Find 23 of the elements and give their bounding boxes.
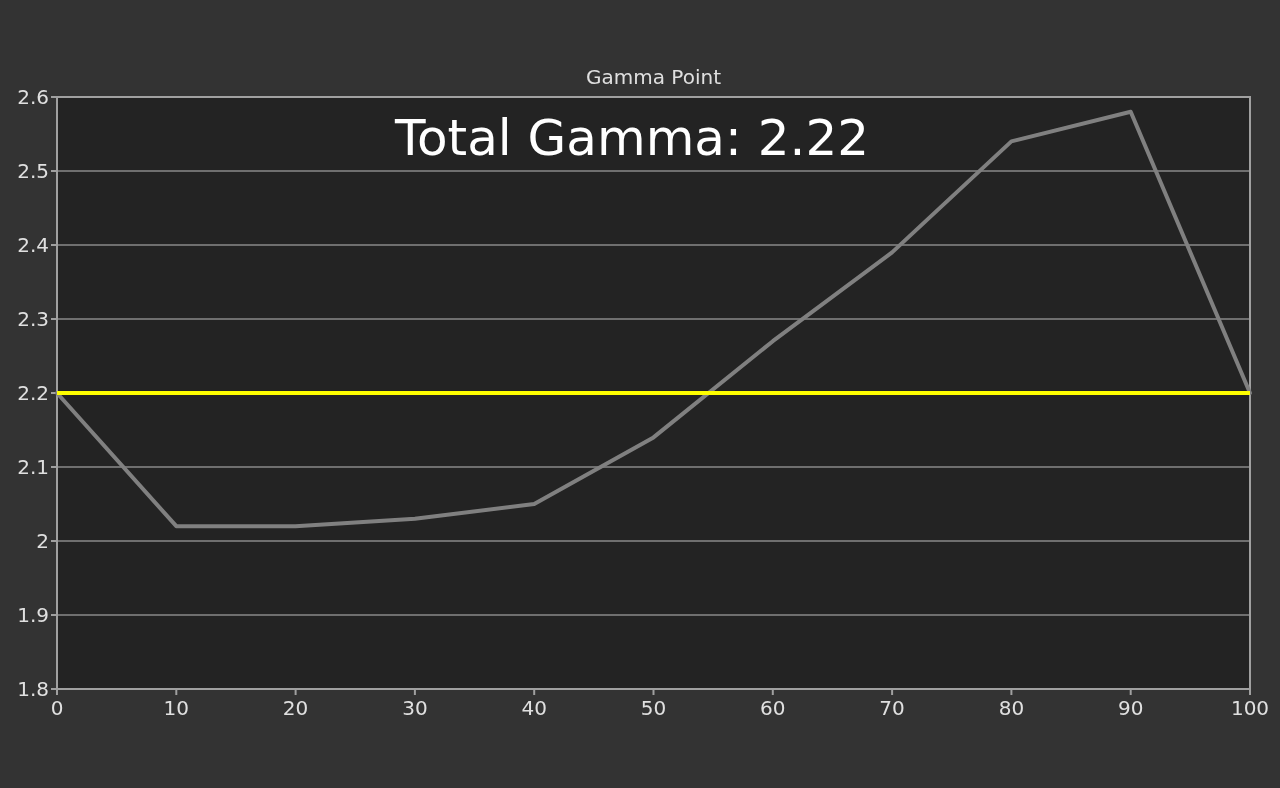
- x-tick-label: 40: [521, 696, 547, 720]
- y-tick-label: 2.6: [17, 85, 49, 109]
- y-tick-label: 1.8: [17, 677, 49, 701]
- x-tick-label: 10: [163, 696, 190, 720]
- x-tick-label: 30: [402, 696, 428, 720]
- line-series: [55, 109, 1252, 529]
- x-tick-label: 80: [998, 696, 1025, 720]
- x-tick-label: 50: [640, 696, 667, 720]
- annotation: Total Gamma: 2.22: [393, 109, 870, 167]
- y-tick-label: 2.3: [17, 307, 49, 331]
- x-tick-label: 0: [50, 696, 64, 720]
- x-tick-label: 90: [1117, 696, 1144, 720]
- chart-title: Gamma Point: [586, 65, 722, 89]
- x-tick-label: 100: [1230, 696, 1270, 720]
- y-tick-label: 2.2: [17, 381, 49, 405]
- x-tick-label: 20: [282, 696, 309, 720]
- y-tick-label: 2.4: [17, 233, 49, 257]
- x-tick-label: 60: [760, 696, 786, 720]
- y-tick-label: 2.5: [17, 159, 49, 183]
- y-tick-label: 1.9: [17, 603, 49, 627]
- x-tick-label: 70: [879, 696, 905, 720]
- y-tick-label: 2.1: [17, 455, 49, 479]
- y-tick-label: 2: [36, 529, 49, 553]
